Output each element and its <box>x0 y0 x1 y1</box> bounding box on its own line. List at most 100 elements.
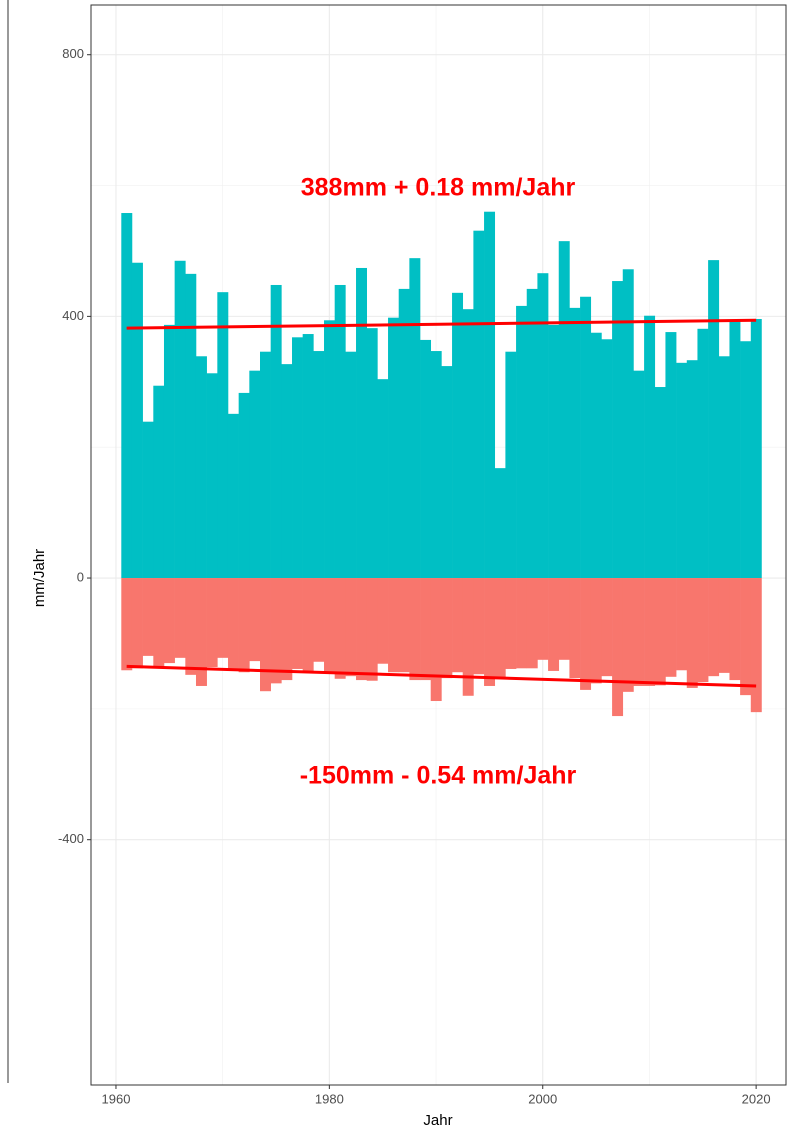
bar <box>441 578 453 679</box>
bar <box>217 578 229 658</box>
bar <box>227 413 239 579</box>
bar <box>729 320 741 579</box>
bar <box>569 307 581 579</box>
bar <box>654 387 666 579</box>
bar <box>409 578 421 681</box>
bar <box>494 578 506 679</box>
bar <box>206 373 218 579</box>
bar <box>473 230 485 579</box>
bar <box>484 211 496 579</box>
plot-border <box>90 4 787 1086</box>
bar <box>324 578 335 673</box>
bar <box>270 578 282 684</box>
bar <box>484 578 496 686</box>
bar <box>121 578 133 671</box>
bar <box>473 578 485 675</box>
bar <box>526 288 538 579</box>
bar <box>548 578 560 671</box>
bar <box>366 328 378 579</box>
y-tick-label: 0 <box>77 569 84 584</box>
bar <box>227 578 239 671</box>
bar <box>569 578 581 679</box>
x-axis-title: Jahr <box>423 1112 452 1129</box>
y-axis-title: mm/Jahr <box>31 549 48 607</box>
bar <box>537 273 549 579</box>
bar <box>750 578 762 713</box>
y-tick-label: -400 <box>58 831 84 846</box>
bar <box>718 578 730 673</box>
bar <box>441 366 453 579</box>
bar <box>740 578 752 696</box>
bar <box>420 339 432 579</box>
bar <box>260 578 271 692</box>
bar <box>185 578 197 675</box>
bar <box>270 284 282 579</box>
annotation: 388mm + 0.18 mm/Jahr <box>301 174 576 202</box>
bar <box>430 578 442 702</box>
bar <box>505 351 517 579</box>
bar <box>462 578 474 696</box>
bar <box>302 334 314 579</box>
bar <box>334 578 346 679</box>
bar <box>377 379 389 579</box>
bar <box>644 315 656 579</box>
bar <box>249 370 261 579</box>
y-tick-label: 400 <box>62 308 84 323</box>
bar <box>708 260 720 579</box>
bar <box>750 318 762 579</box>
bar <box>644 578 656 686</box>
bar <box>142 421 154 579</box>
bar <box>676 578 688 671</box>
annotation: -150mm - 0.54 mm/Jahr <box>300 762 577 790</box>
x-tick-label: 2000 <box>528 1091 557 1106</box>
bar <box>633 578 645 686</box>
bar <box>292 578 303 669</box>
bar <box>452 292 464 579</box>
bar <box>195 356 207 579</box>
bar <box>398 578 410 673</box>
bar <box>366 578 378 681</box>
bar <box>697 578 709 683</box>
bar <box>494 468 506 579</box>
bar <box>292 337 303 579</box>
bar <box>174 578 186 658</box>
bar <box>313 351 325 579</box>
bar <box>558 578 570 660</box>
bar <box>409 258 421 579</box>
bar <box>281 578 293 681</box>
bar <box>388 317 400 579</box>
bar <box>686 360 698 579</box>
bar <box>313 578 325 662</box>
bar <box>676 362 688 579</box>
bar <box>526 578 538 669</box>
bar <box>388 578 400 673</box>
bar <box>516 305 528 579</box>
bar <box>558 241 570 579</box>
bar <box>398 288 410 579</box>
bar <box>622 269 634 579</box>
trend-line <box>126 318 757 330</box>
bar <box>142 578 154 656</box>
bar <box>590 332 602 579</box>
bar <box>708 578 720 677</box>
bar <box>249 578 261 662</box>
bar <box>356 578 367 681</box>
bar <box>740 341 752 579</box>
y-tick-label: 800 <box>62 46 84 61</box>
x-tick-label: 2020 <box>742 1091 771 1106</box>
bar <box>377 578 389 664</box>
bar <box>697 328 709 579</box>
x-tick-label: 1960 <box>102 1091 131 1106</box>
bar <box>516 578 528 669</box>
bar <box>131 262 143 579</box>
bar <box>665 332 677 579</box>
bar <box>430 351 442 579</box>
bar <box>121 213 133 579</box>
bar <box>462 309 474 579</box>
bar <box>612 578 624 717</box>
trend-line <box>126 664 757 688</box>
bar <box>505 578 517 669</box>
bar <box>420 578 432 681</box>
bar <box>601 339 613 579</box>
